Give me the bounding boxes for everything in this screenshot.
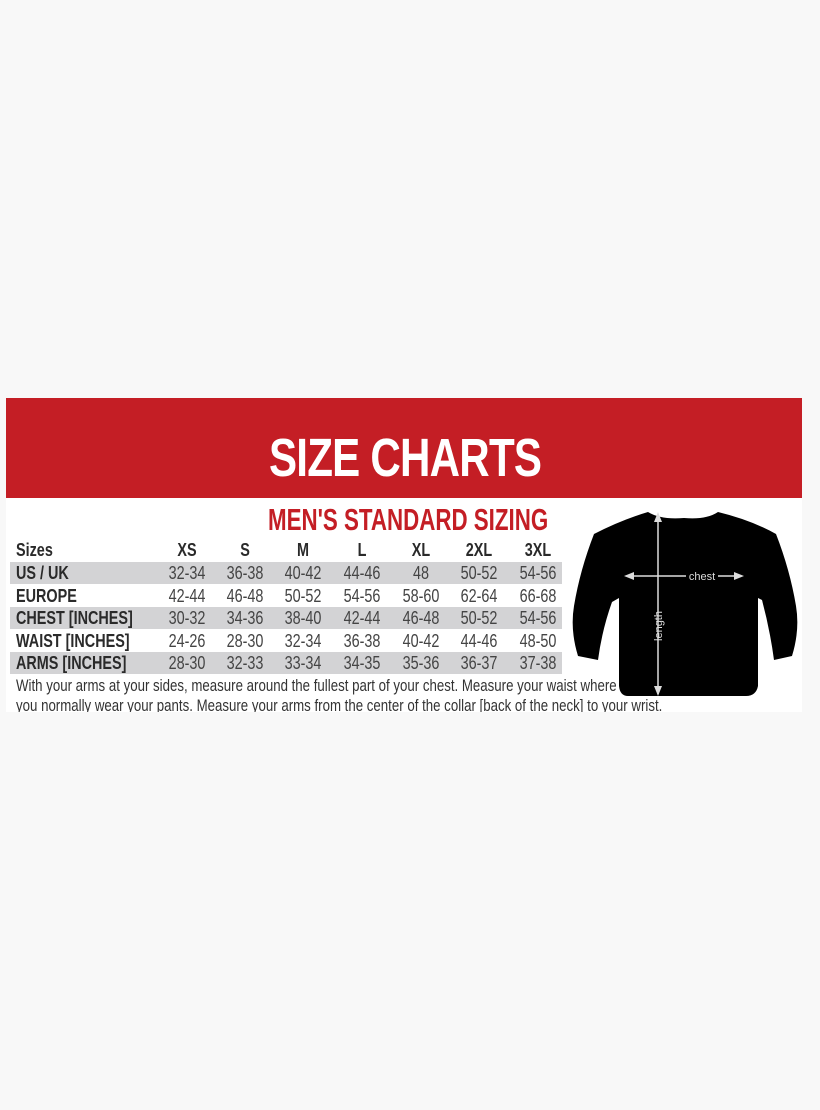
table-cell: 35-36 (402, 653, 440, 673)
table-cell: 36-37 (460, 653, 498, 673)
table-cell: 40-42 (402, 630, 440, 651)
table-row: CHEST [INCHES] 30-32 34-36 38-40 42-44 46-48 5… (10, 607, 562, 629)
table-cell: XS (177, 540, 197, 560)
table-cell: 54-56 (519, 563, 557, 583)
table-cell: 46-48 (226, 585, 264, 606)
row-label: US / UK (16, 563, 69, 583)
row-label: Sizes (16, 540, 53, 560)
note-line-2: you normally wear your pants. Measure yo… (16, 696, 663, 712)
table-row: WAIST [INCHES] 24-26 28-30 32-34 36-38 40-42 4… (10, 630, 562, 652)
table-cell: 66-68 (519, 585, 557, 606)
table-cell: 42-44 (343, 608, 381, 628)
table-cell: 50-52 (460, 563, 498, 583)
table-cell: 58-60 (402, 585, 440, 606)
table-cell: 32-34 (284, 630, 322, 651)
table-cell: 32-33 (226, 653, 264, 673)
table-cell: 36-38 (343, 630, 381, 651)
table-cell: 2XL (465, 540, 493, 560)
table-cell: 50-52 (460, 608, 498, 628)
table-cell: 44-46 (460, 630, 498, 651)
table-cell: 28-30 (168, 653, 206, 673)
table-cell: 28-30 (226, 630, 264, 651)
table-row: US / UK 32-34 36-38 40-42 44-46 48 50-52 54-56 (10, 562, 562, 584)
table-cell: 48 (412, 563, 430, 583)
table-header-row: Sizes XS S M L XL 2XL 3XL (10, 539, 562, 561)
table-cell: 48-50 (519, 630, 557, 651)
table-cell: 24-26 (168, 630, 206, 651)
table-cell: 33-34 (284, 653, 322, 673)
page-title: SIZE CHARTS (268, 428, 542, 488)
note-line-1: With your arms at your sides, measure ar… (16, 676, 617, 695)
table-row: ARMS [INCHES] 28-30 32-33 33-34 34-35 35-36 36… (10, 652, 562, 674)
row-label: WAIST [INCHES] (16, 630, 130, 651)
chest-label: chest (689, 571, 715, 583)
table-cell: 62-64 (460, 585, 498, 606)
table-cell: 54-56 (343, 585, 381, 606)
table-cell: 32-34 (168, 563, 206, 583)
table-cell: 46-48 (402, 608, 440, 628)
table-cell: 36-38 (226, 563, 264, 583)
table-cell: M (297, 540, 309, 560)
table-cell: 34-35 (343, 653, 381, 673)
table-cell: 44-46 (343, 563, 381, 583)
length-label: length (653, 611, 665, 641)
sweater-icon: chest length (572, 512, 798, 696)
table-cell: 34-36 (226, 608, 264, 628)
row-label: ARMS [INCHES] (16, 653, 127, 673)
table-cell: XL (411, 540, 431, 560)
table-cell: 30-32 (168, 608, 206, 628)
table-cell: 54-56 (519, 608, 557, 628)
title-banner: SIZE CHARTS (6, 398, 802, 498)
table-row: EUROPE 42-44 46-48 50-52 54-56 58-60 62-64 66-6… (10, 585, 562, 607)
table-cell: 50-52 (284, 585, 322, 606)
table-cell: 42-44 (168, 585, 206, 606)
subtitle: MEN'S STANDARD SIZING (268, 502, 549, 537)
row-label: EUROPE (16, 585, 77, 606)
size-chart-image: SIZE CHARTS MEN'S STANDARD SIZING Sizes X… (6, 398, 802, 712)
table-cell: L (357, 540, 367, 560)
table-cell: 3XL (524, 540, 552, 560)
table-cell: 37-38 (519, 653, 557, 673)
table-cell: S (240, 540, 250, 560)
table-cell: 38-40 (284, 608, 322, 628)
table-cell: 40-42 (284, 563, 322, 583)
row-label: CHEST [INCHES] (16, 608, 133, 628)
